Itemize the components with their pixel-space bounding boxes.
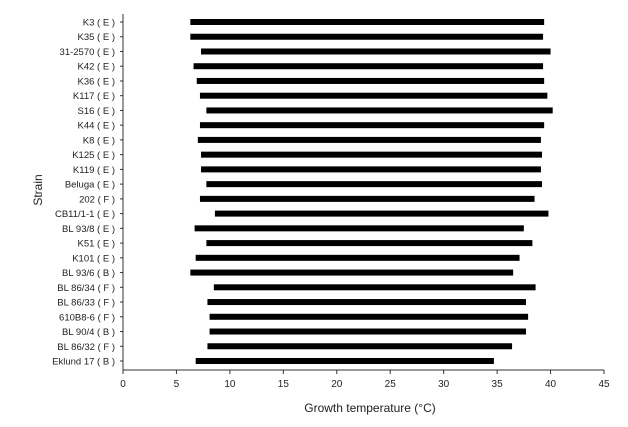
category-label-1: K35 ( E ) <box>78 32 116 43</box>
category-label-16: K101 ( E ) <box>72 253 115 264</box>
bars-group <box>190 19 553 364</box>
x-tick-label-3: 15 <box>278 379 290 390</box>
bar-3 <box>193 63 544 70</box>
bar-21 <box>209 328 526 335</box>
category-label-18: BL 86/34 ( F ) <box>57 283 115 294</box>
category-label-19: BL 86/33 ( F ) <box>57 298 115 309</box>
bar-20 <box>209 313 529 320</box>
x-tick-label-2: 10 <box>224 379 236 390</box>
category-label-12: 202 ( F ) <box>79 194 115 205</box>
category-label-4: K36 ( E ) <box>78 76 116 87</box>
x-tick-label-7: 35 <box>492 379 504 390</box>
bar-1 <box>190 33 544 40</box>
category-label-13: CB11/1-1 ( E ) <box>55 209 115 220</box>
category-label-8: K8 ( E ) <box>83 135 115 146</box>
bar-4 <box>196 77 545 84</box>
y-axis-title: Strain <box>31 174 45 205</box>
x-tick-label-5: 25 <box>385 379 397 390</box>
bar-11 <box>206 181 543 188</box>
x-tick-label-8: 40 <box>545 379 557 390</box>
bar-15 <box>206 240 533 247</box>
bar-16 <box>195 254 520 261</box>
x-tick-label-0: 0 <box>120 379 126 390</box>
category-label-7: K44 ( E ) <box>78 121 116 132</box>
category-label-6: S16 ( E ) <box>78 106 116 117</box>
bar-9 <box>201 151 543 158</box>
category-label-3: K42 ( E ) <box>78 62 116 73</box>
bar-14 <box>194 225 524 232</box>
bar-13 <box>214 210 549 217</box>
x-tick-label-9: 45 <box>598 379 610 390</box>
x-tick-label-6: 30 <box>438 379 450 390</box>
category-label-11: Beluga ( E ) <box>65 180 115 191</box>
bar-0 <box>190 19 545 25</box>
category-label-20: 610B8-6 ( F ) <box>59 312 115 323</box>
y-tick-labels: K3 ( E ) K35 ( E ) 31-2570 ( E ) K42 ( E ) K… <box>52 18 123 368</box>
bar-10 <box>201 166 541 173</box>
bar-5 <box>199 92 548 99</box>
category-label-0: K3 ( E ) <box>83 18 115 29</box>
x-ticks: 0 5 10 15 20 25 30 35 40 45 <box>120 370 610 390</box>
category-label-22: BL 86/32 ( F ) <box>57 342 115 353</box>
x-tick-label-1: 5 <box>174 379 180 390</box>
bar-17 <box>190 269 514 276</box>
bar-7 <box>199 122 545 129</box>
category-label-9: K125 ( E ) <box>72 150 115 161</box>
bar-8 <box>197 136 541 143</box>
x-axis-title: Growth temperature (°C) <box>304 401 436 415</box>
category-label-14: BL 93/8 ( E ) <box>62 224 115 235</box>
category-label-23: Eklund 17 ( B ) <box>52 357 115 368</box>
bar-6 <box>206 107 553 114</box>
bar-19 <box>207 299 526 306</box>
bar-18 <box>213 284 536 291</box>
category-label-15: K51 ( E ) <box>78 239 116 250</box>
bar-23 <box>195 358 494 364</box>
category-label-5: K117 ( E ) <box>73 91 115 102</box>
category-label-21: BL 90/4 ( B ) <box>62 327 115 338</box>
bar-12 <box>199 195 535 202</box>
bar-22 <box>207 343 513 350</box>
category-label-17: BL 93/6 ( B ) <box>62 268 115 279</box>
x-tick-label-4: 20 <box>331 379 343 390</box>
category-label-2: 31-2570 ( E ) <box>60 47 115 58</box>
category-label-10: K119 ( E ) <box>73 165 115 176</box>
bar-2 <box>201 48 551 55</box>
